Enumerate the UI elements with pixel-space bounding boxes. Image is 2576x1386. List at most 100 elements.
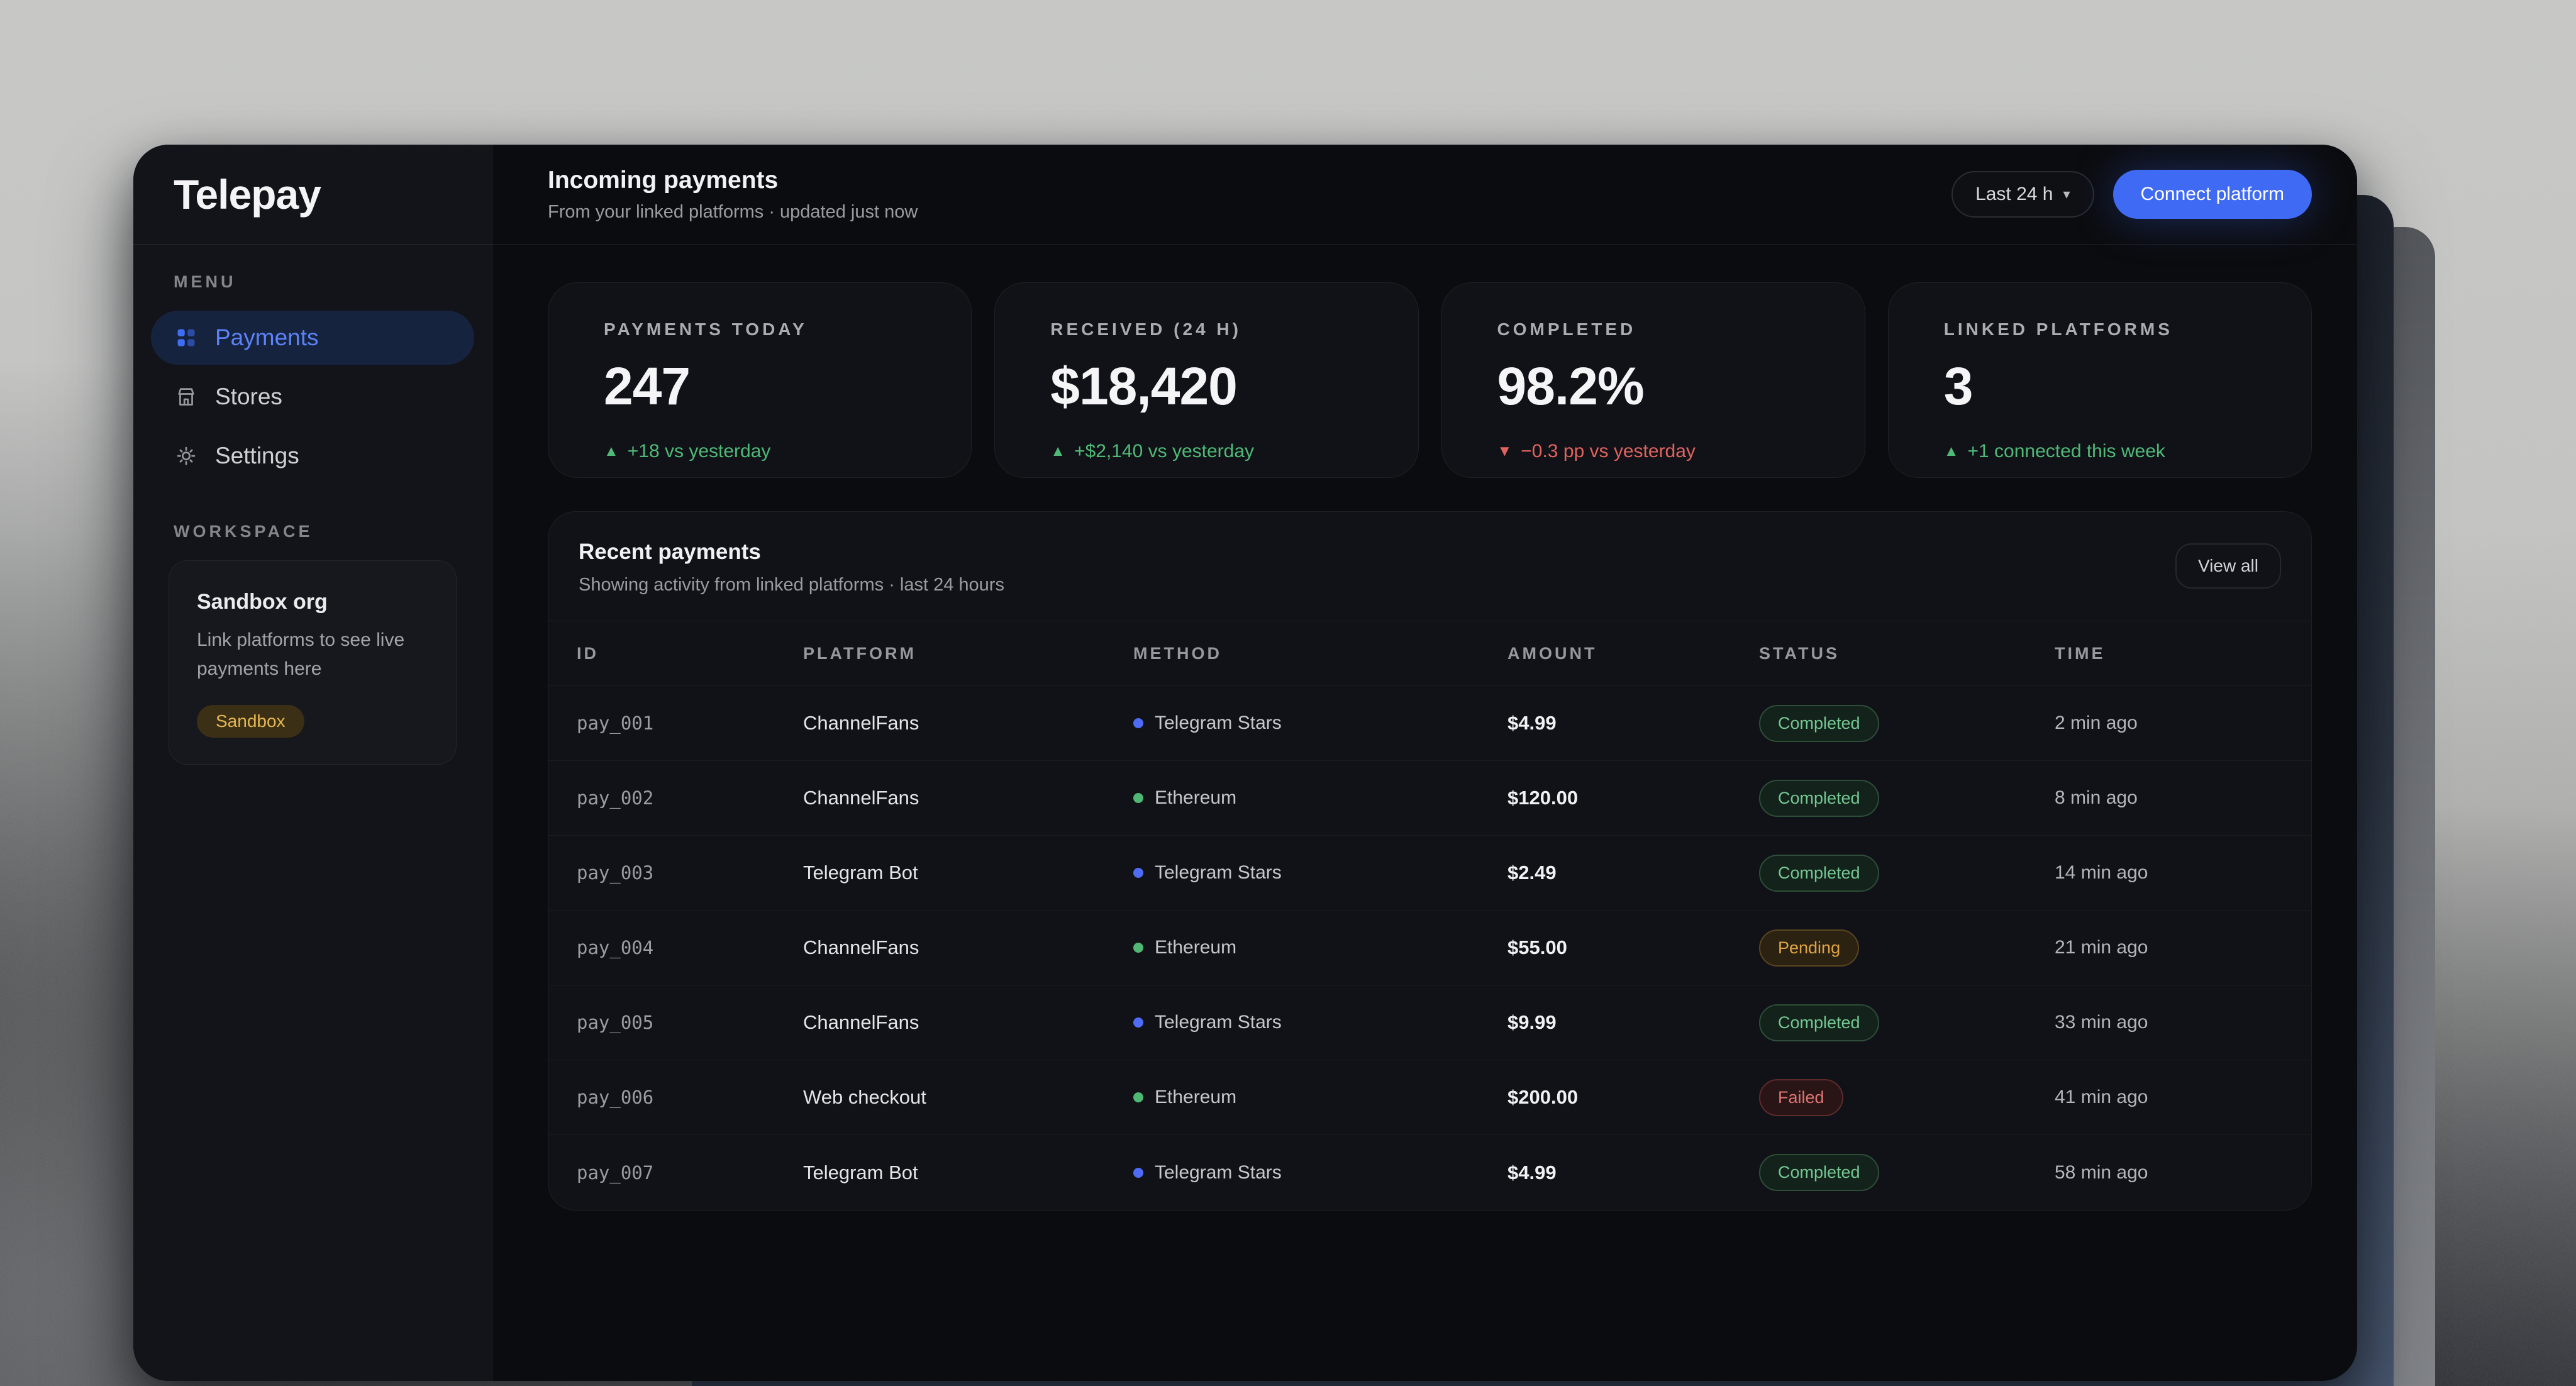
stat-value: $18,420 xyxy=(1050,357,1238,416)
sidebar-item-payments[interactable]: Payments xyxy=(151,311,474,365)
stat-card-completed: COMPLETED 98.2% ▼ −0.3 pp vs yesterday xyxy=(1441,282,1865,478)
table-row[interactable]: pay_005 ChannelFans Telegram Stars $9.99… xyxy=(548,985,2311,1060)
payment-status-cell: Pending xyxy=(1759,929,2055,967)
main-area: Incoming payments From your linked platf… xyxy=(492,145,2357,1381)
column-header-method: METHOD xyxy=(1133,643,1222,663)
status-badge: Completed xyxy=(1759,1004,1879,1041)
stat-label: RECEIVED (24 H) xyxy=(1050,319,1241,339)
payment-id: pay_007 xyxy=(577,1161,654,1184)
payment-time: 41 min ago xyxy=(2055,1087,2148,1107)
payment-method: Ethereum xyxy=(1133,937,1507,958)
recent-payments-panel: Recent payments Showing activity from li… xyxy=(548,511,2312,1211)
payment-method: Telegram Stars xyxy=(1133,1162,1507,1184)
stat-delta-text: +$2,140 vs yesterday xyxy=(1074,441,1255,462)
payment-amount: $2.49 xyxy=(1507,862,1557,884)
column-header-platform: PLATFORM xyxy=(803,643,916,663)
workspace-section-label: WORKSPACE xyxy=(174,522,313,541)
payment-platform: Telegram Bot xyxy=(803,862,918,884)
method-dot xyxy=(1133,943,1143,953)
stat-cards-row: PAYMENTS TODAY 247 ▲ +18 vs yesterday RE… xyxy=(548,282,2312,478)
payment-amount: $120.00 xyxy=(1507,787,1579,809)
sidebar-item-settings[interactable]: Settings xyxy=(151,429,474,483)
stat-delta: ▲ +$2,140 vs yesterday xyxy=(1050,441,1392,462)
payment-method: Ethereum xyxy=(1133,1087,1507,1108)
page-header-text: Incoming payments From your linked platf… xyxy=(548,167,918,223)
method-dot xyxy=(1133,1017,1143,1028)
method-label: Ethereum xyxy=(1155,1087,1237,1107)
stat-value: 98.2% xyxy=(1497,357,1645,416)
content-area: PAYMENTS TODAY 247 ▲ +18 vs yesterday RE… xyxy=(492,245,2357,1211)
view-all-button[interactable]: View all xyxy=(2175,543,2281,589)
stat-value: 247 xyxy=(604,357,691,416)
panel-subtitle: Showing activity from linked platforms ·… xyxy=(579,575,1004,595)
stat-delta-text: −0.3 pp vs yesterday xyxy=(1521,441,1696,462)
workspace-section: WORKSPACE Sandbox org Link platforms to … xyxy=(151,522,474,765)
store-icon xyxy=(178,388,194,406)
payment-status-cell: Failed xyxy=(1759,1078,2055,1116)
payment-method: Telegram Stars xyxy=(1133,712,1507,734)
method-label: Ethereum xyxy=(1155,787,1237,808)
workspace-name: Sandbox org xyxy=(197,590,328,614)
header-actions: Last 24 h ▾ Connect platform xyxy=(1951,170,2312,219)
time-range-dropdown[interactable]: Last 24 h ▾ xyxy=(1951,171,2094,218)
stat-label: COMPLETED xyxy=(1497,319,1636,339)
status-badge: Completed xyxy=(1759,779,1879,817)
status-badge: Completed xyxy=(1759,1154,1879,1191)
table-row[interactable]: pay_002 ChannelFans Ethereum $120.00 Com… xyxy=(548,761,2311,836)
sandbox-badge: Sandbox xyxy=(197,705,304,738)
payment-status-cell: Completed xyxy=(1759,779,2055,817)
app-window: Telepay MENU Payments xyxy=(133,145,2357,1381)
time-range-label: Last 24 h xyxy=(1975,184,2053,204)
sidebar-nav: MENU Payments St xyxy=(133,245,492,765)
chevron-down-icon: ▾ xyxy=(2063,186,2070,202)
payment-status-cell: Completed xyxy=(1759,854,2055,892)
payment-time: 21 min ago xyxy=(2055,937,2148,958)
down-arrow-icon: ▼ xyxy=(1497,443,1513,460)
brand-logo: Telepay xyxy=(174,171,321,218)
payment-time: 2 min ago xyxy=(2055,712,2138,733)
workspace-card: Sandbox org Link platforms to see live p… xyxy=(169,560,457,765)
payment-id: pay_004 xyxy=(577,937,654,958)
table-header-row: ID PLATFORM METHOD AMOUNT STATUS TIME xyxy=(548,621,2311,686)
payment-status-cell: Completed xyxy=(1759,704,2055,742)
payment-amount: $200.00 xyxy=(1507,1086,1579,1108)
method-dot xyxy=(1133,793,1143,803)
status-badge: Completed xyxy=(1759,704,1879,742)
stat-label: PAYMENTS TODAY xyxy=(604,319,808,339)
sidebar-item-label: Settings xyxy=(215,443,299,468)
payment-time: 33 min ago xyxy=(2055,1012,2148,1033)
workspace-description: Link platforms to see live payments here xyxy=(197,629,405,679)
payment-amount: $55.00 xyxy=(1507,936,1567,958)
payment-status-cell: Completed xyxy=(1759,1154,2055,1191)
status-badge: Failed xyxy=(1759,1078,1843,1116)
payment-amount: $4.99 xyxy=(1507,1161,1557,1184)
method-dot xyxy=(1133,1167,1143,1178)
status-badge: Pending xyxy=(1759,929,1860,967)
connect-platform-button[interactable]: Connect platform xyxy=(2112,170,2312,219)
table-row[interactable]: pay_007 Telegram Bot Telegram Stars $4.9… xyxy=(548,1135,2311,1210)
sidebar-item-label: Stores xyxy=(215,384,282,409)
sidebar-item-stores[interactable]: Stores xyxy=(151,370,474,424)
method-dot xyxy=(1133,1092,1143,1102)
payment-method: Telegram Stars xyxy=(1133,1012,1507,1033)
settings-sun-icon xyxy=(177,446,196,465)
table-row[interactable]: pay_004 ChannelFans Ethereum $55.00 Pend… xyxy=(548,911,2311,985)
page-header: Incoming payments From your linked platf… xyxy=(492,145,2357,245)
table-row[interactable]: pay_001 ChannelFans Telegram Stars $4.99… xyxy=(548,686,2311,761)
payment-method: Ethereum xyxy=(1133,787,1507,809)
payment-id: pay_003 xyxy=(577,862,654,884)
payment-platform: ChannelFans xyxy=(803,1011,919,1033)
sidebar-item-label: Payments xyxy=(215,324,319,350)
stat-delta: ▼ −0.3 pp vs yesterday xyxy=(1497,441,1840,462)
stat-card-payments-today: PAYMENTS TODAY 247 ▲ +18 vs yesterday xyxy=(548,282,972,478)
stat-card-received: RECEIVED (24 H) $18,420 ▲ +$2,140 vs yes… xyxy=(994,282,1419,478)
up-arrow-icon: ▲ xyxy=(1050,443,1066,460)
payment-platform: ChannelFans xyxy=(803,712,919,734)
table-row[interactable]: pay_003 Telegram Bot Telegram Stars $2.4… xyxy=(548,836,2311,911)
table-row[interactable]: pay_006 Web checkout Ethereum $200.00 Fa… xyxy=(548,1060,2311,1135)
menu-section-label: MENU xyxy=(174,272,236,291)
method-label: Telegram Stars xyxy=(1155,712,1282,733)
up-arrow-icon: ▲ xyxy=(1943,443,1959,460)
up-arrow-icon: ▲ xyxy=(604,443,619,460)
panel-header-text: Recent payments Showing activity from li… xyxy=(579,540,1004,596)
